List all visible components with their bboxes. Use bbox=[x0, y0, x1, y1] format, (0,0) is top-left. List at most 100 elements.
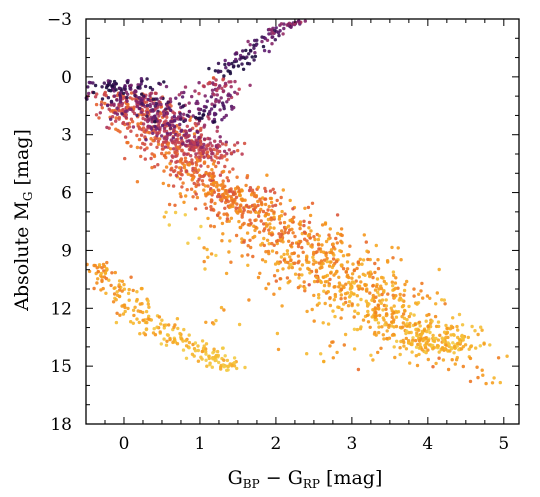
star-point bbox=[296, 244, 301, 249]
star-point bbox=[141, 113, 146, 117]
plot-area-frame bbox=[85, 18, 520, 425]
star-point bbox=[142, 331, 146, 335]
star-point bbox=[333, 294, 338, 299]
star-point bbox=[348, 244, 352, 248]
star-point bbox=[223, 354, 227, 358]
star-point bbox=[215, 185, 219, 189]
star-point bbox=[132, 313, 136, 318]
star-point bbox=[221, 192, 225, 197]
star-point bbox=[243, 365, 247, 370]
star-point bbox=[174, 165, 178, 169]
star-point bbox=[97, 116, 101, 120]
star-point bbox=[309, 244, 313, 248]
star-point bbox=[209, 224, 213, 228]
star-point bbox=[224, 143, 228, 147]
star-point bbox=[405, 318, 409, 322]
x-tick-label: 3 bbox=[346, 434, 357, 454]
star-point bbox=[478, 344, 482, 348]
star-point bbox=[235, 210, 239, 214]
star-point bbox=[370, 315, 374, 319]
star-point bbox=[164, 107, 168, 111]
star-point bbox=[230, 199, 234, 203]
star-point bbox=[120, 279, 125, 283]
star-point bbox=[317, 293, 321, 297]
star-point bbox=[151, 97, 155, 101]
star-point bbox=[459, 347, 464, 351]
star-point bbox=[208, 141, 212, 145]
star-point bbox=[227, 62, 231, 66]
star-point bbox=[266, 282, 271, 286]
star-point bbox=[168, 97, 173, 101]
star-point bbox=[403, 309, 407, 313]
star-point bbox=[340, 307, 344, 312]
star-point bbox=[391, 293, 395, 297]
star-point bbox=[152, 327, 156, 331]
star-point bbox=[455, 344, 459, 348]
star-point bbox=[216, 61, 221, 66]
star-point bbox=[233, 90, 237, 95]
star-point bbox=[175, 159, 180, 164]
star-point bbox=[191, 195, 195, 199]
star-point bbox=[145, 107, 149, 111]
star-point bbox=[392, 273, 396, 278]
star-point bbox=[413, 322, 417, 327]
star-point bbox=[145, 103, 150, 108]
star-point bbox=[424, 319, 428, 323]
star-point bbox=[197, 116, 201, 121]
star-point bbox=[218, 156, 222, 160]
star-point bbox=[356, 367, 361, 372]
star-point bbox=[199, 174, 203, 179]
star-point bbox=[185, 135, 190, 139]
star-point bbox=[136, 309, 140, 313]
y-tick-label: 0 bbox=[61, 68, 72, 88]
star-point bbox=[412, 294, 416, 298]
star-point bbox=[381, 333, 385, 337]
star-point bbox=[267, 228, 271, 232]
star-point bbox=[306, 266, 310, 271]
star-point bbox=[109, 103, 113, 107]
star-point bbox=[224, 66, 228, 70]
star-point bbox=[225, 176, 229, 180]
star-point bbox=[217, 360, 221, 365]
star-point bbox=[197, 91, 201, 96]
star-point bbox=[224, 189, 229, 193]
star-point bbox=[359, 297, 363, 302]
star-point bbox=[225, 158, 229, 162]
star-point bbox=[279, 22, 284, 26]
star-point bbox=[123, 156, 127, 161]
star-point bbox=[426, 357, 430, 362]
star-point bbox=[291, 231, 295, 235]
star-point bbox=[199, 224, 203, 229]
star-point bbox=[289, 25, 293, 29]
star-point bbox=[117, 86, 122, 90]
star-point bbox=[391, 270, 396, 274]
star-point bbox=[339, 293, 343, 297]
star-point bbox=[283, 227, 287, 232]
star-point bbox=[262, 243, 266, 248]
star-point bbox=[202, 160, 207, 164]
star-point bbox=[347, 280, 351, 285]
star-point bbox=[168, 147, 173, 151]
star-point bbox=[203, 94, 207, 98]
star-point bbox=[190, 352, 195, 356]
star-point bbox=[248, 186, 253, 190]
star-point bbox=[373, 270, 377, 275]
star-point bbox=[275, 251, 279, 255]
star-point bbox=[151, 109, 155, 113]
star-point bbox=[329, 271, 333, 275]
star-point bbox=[228, 239, 232, 243]
star-point bbox=[162, 326, 166, 330]
star-point bbox=[202, 123, 207, 127]
star-point bbox=[192, 135, 197, 139]
star-point bbox=[436, 338, 441, 342]
star-point bbox=[438, 333, 442, 337]
star-point bbox=[390, 280, 394, 284]
star-point bbox=[222, 154, 227, 158]
star-point bbox=[209, 95, 214, 99]
star-point bbox=[205, 99, 209, 103]
star-point bbox=[463, 343, 468, 347]
star-point bbox=[93, 83, 98, 88]
star-point bbox=[200, 339, 205, 343]
star-point bbox=[259, 207, 263, 212]
star-point bbox=[164, 119, 168, 123]
